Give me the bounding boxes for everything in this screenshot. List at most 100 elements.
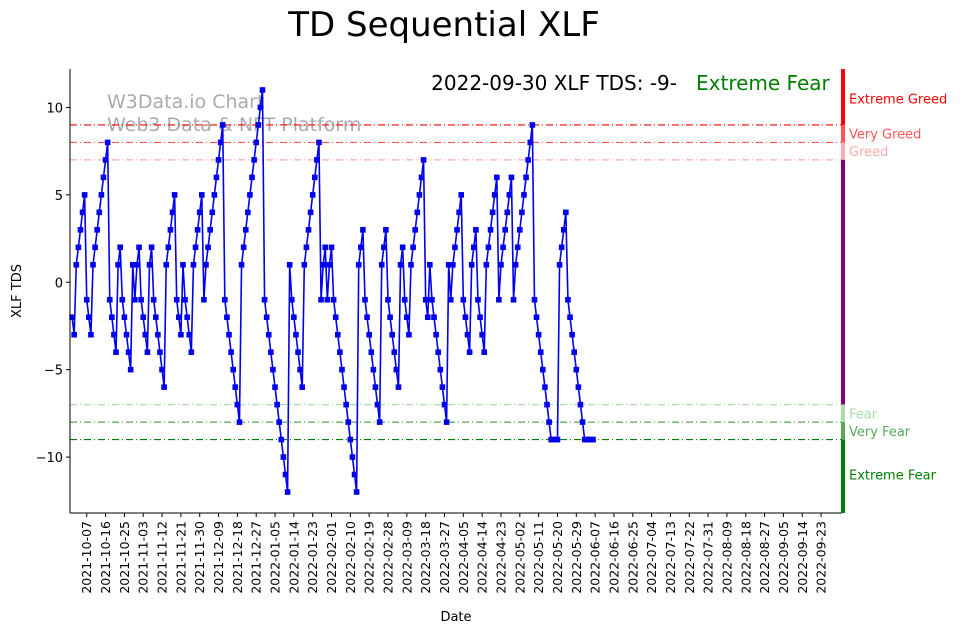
data-point (355, 261, 362, 268)
x-tick-label: 2021-11-03 (136, 521, 151, 594)
data-point (332, 314, 339, 321)
x-tick-label: 2022-02-19 (362, 521, 377, 594)
x-tick-label: 2021-12-27 (249, 521, 264, 594)
data-point (217, 139, 224, 146)
data-point (447, 296, 454, 303)
data-point (590, 436, 596, 443)
data-point (152, 314, 159, 321)
data-point (288, 296, 295, 303)
data-point (129, 261, 136, 268)
data-point (554, 436, 561, 443)
data-point (376, 419, 383, 425)
data-point (429, 296, 435, 303)
data-point (378, 261, 385, 268)
data-point (228, 349, 234, 355)
data-point (92, 244, 98, 251)
data-point (563, 209, 569, 216)
data-point (404, 314, 410, 321)
data-point (345, 419, 352, 425)
data-point (504, 209, 511, 216)
data-point (343, 401, 349, 408)
x-tick-label: 2022-02-01 (324, 521, 339, 594)
latest-annotation: 2022-09-30 XLF TDS: -9- Extreme Fear (431, 71, 830, 95)
data-point (88, 331, 94, 338)
data-point (491, 192, 498, 198)
data-point (422, 296, 429, 303)
data-point (234, 401, 241, 408)
data-point (161, 384, 167, 390)
data-point (452, 244, 458, 251)
data-point (249, 174, 255, 181)
sentiment-side-bar: Extreme Greed Very Greed Greed Fear Very Fea… (841, 69, 947, 513)
chart-title: TD Sequential XLF (287, 5, 600, 45)
data-point (489, 209, 496, 216)
data-point (353, 489, 360, 495)
y-tick-label: −5 (44, 364, 63, 379)
x-tick-label: 2022-05-29 (569, 521, 584, 594)
data-point (573, 366, 580, 373)
data-point (265, 331, 272, 338)
data-point (468, 261, 475, 268)
data-point (73, 261, 80, 268)
data-point (190, 261, 197, 268)
data-point (125, 349, 132, 355)
data-point (487, 227, 494, 233)
data-point (148, 244, 155, 251)
x-tick-label: 2021-12-09 (211, 521, 226, 594)
data-point (242, 227, 249, 233)
data-point (171, 192, 178, 198)
data-point (535, 331, 542, 338)
x-tick-label: 2022-08-09 (719, 521, 734, 594)
data-point (339, 366, 345, 373)
side-label: Extreme Fear (849, 469, 937, 484)
data-point (205, 244, 211, 251)
data-point (293, 331, 299, 338)
data-point (211, 192, 218, 198)
data-point (370, 366, 377, 373)
data-point (215, 157, 222, 163)
data-point (439, 384, 446, 390)
data-point (320, 261, 326, 268)
side-label: Fear (849, 407, 878, 422)
data-point (519, 209, 525, 216)
data-point (521, 192, 527, 198)
data-point (533, 314, 540, 321)
data-point (366, 331, 372, 338)
data-point (261, 296, 268, 303)
data-point (165, 244, 172, 251)
data-point (334, 331, 341, 338)
data-point (512, 261, 519, 268)
y-tick-label: 10 (46, 101, 63, 116)
x-tick-label: 2022-09-05 (776, 521, 791, 594)
data-point (274, 401, 280, 408)
data-point (498, 261, 504, 268)
tds-series (69, 87, 596, 495)
data-point (117, 244, 124, 251)
x-tick-label: 2022-07-13 (663, 521, 678, 594)
x-tick-label: 2022-03-27 (437, 521, 452, 594)
data-point (575, 384, 582, 390)
data-point (393, 366, 400, 373)
data-point (410, 244, 416, 251)
data-point (424, 314, 431, 321)
data-point (169, 209, 176, 216)
data-point (96, 209, 103, 216)
x-tick-label: 2022-07-22 (682, 521, 697, 594)
data-point (178, 331, 184, 338)
x-tick-label: 2022-04-14 (475, 521, 490, 594)
data-point (111, 331, 117, 338)
data-point (322, 244, 329, 251)
data-point (77, 227, 84, 233)
data-point (75, 244, 82, 251)
data-point (144, 349, 151, 355)
x-tick-label: 2022-04-05 (456, 521, 471, 594)
y-axis-label: XLF TDS (10, 264, 25, 318)
data-point (431, 314, 437, 321)
y-tick-label: 0 (55, 276, 63, 291)
data-point (470, 244, 477, 251)
data-point (104, 139, 111, 146)
data-point (311, 174, 318, 181)
data-point (263, 314, 270, 321)
data-point (307, 209, 314, 216)
